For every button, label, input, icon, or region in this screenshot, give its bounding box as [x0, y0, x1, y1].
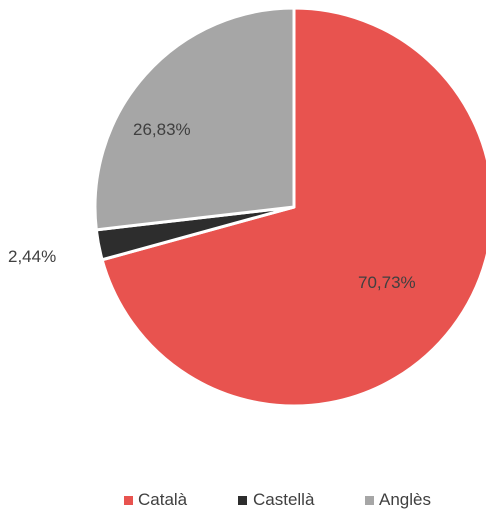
- legend-label-catala: Català: [138, 490, 188, 509]
- data-label-castella: 2,44%: [8, 247, 56, 266]
- slice-angles: [93, 6, 296, 232]
- legend: Català Castellà Anglès: [124, 490, 431, 509]
- legend-swatch-catala: [124, 496, 133, 505]
- data-label-catala: 70,73%: [358, 273, 416, 292]
- legend-label-castella: Castellà: [253, 490, 315, 509]
- legend-swatch-angles: [365, 496, 374, 505]
- pie-slices: [93, 6, 486, 408]
- legend-swatch-castella: [238, 496, 247, 505]
- legend-label-angles: Anglès: [379, 490, 431, 509]
- data-label-angles: 26,83%: [133, 120, 191, 139]
